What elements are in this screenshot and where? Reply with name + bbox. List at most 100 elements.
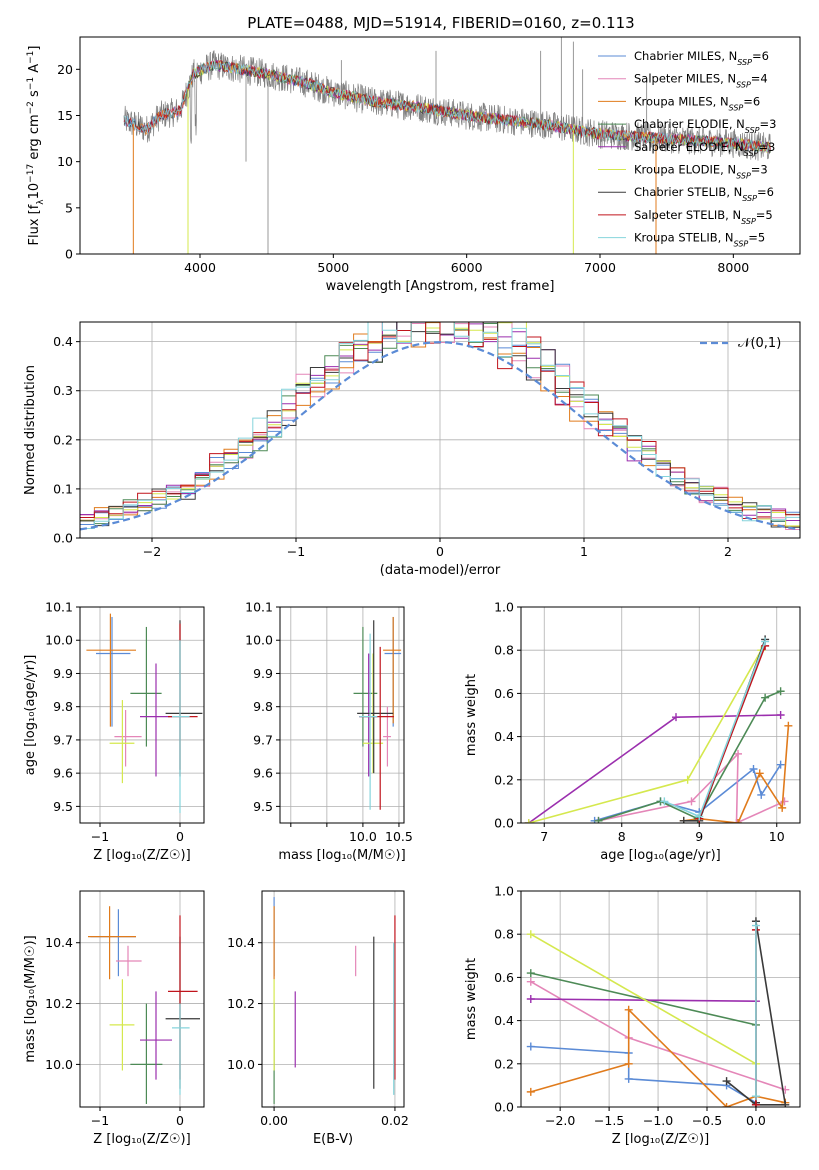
legend-label: Chabrier ELODIE, NSSP=3 — [634, 117, 776, 135]
y-tick-label: 0.6 — [494, 970, 514, 985]
residual-histogram-step — [80, 322, 800, 529]
legend-label: Salpeter MILES, NSSP=4 — [634, 72, 768, 90]
x-tick-label: −1 — [287, 544, 305, 559]
residual-histogram-step — [80, 322, 800, 530]
y-tick-label: 9.8 — [253, 699, 273, 714]
residual-histogram-step — [80, 322, 800, 525]
model-spectrum-line — [123, 59, 771, 152]
y-tick-label: 9.6 — [253, 766, 273, 781]
x-tick-label: 6000 — [451, 260, 483, 275]
y-tick-label: 0.4 — [53, 334, 73, 349]
axes-frame — [79, 36, 801, 255]
y-tick-label: 1.0 — [494, 884, 514, 899]
x-axis-label: Z [log₁₀(Z/Z☉)] — [612, 1132, 709, 1147]
y-tick-label: 9.5 — [253, 799, 273, 814]
y-axis-label-part: λ — [36, 199, 46, 205]
gaussian-reference-curve — [80, 341, 800, 531]
legend-label-suffix: =5 — [756, 208, 773, 222]
mass-vs-ebv-panel: 0.00 0.02 10.0 10.2 10.4 E(B-V) — [227, 890, 409, 1147]
plot-area — [353, 616, 402, 810]
x-axis-label: (data-model)/error — [380, 563, 501, 578]
mass-weight-marker — [776, 760, 785, 769]
x-tick-label: 1 — [580, 544, 588, 559]
x-tick-label: 10 — [769, 829, 785, 844]
mass-weight-marker — [784, 721, 793, 730]
axes-frame — [79, 321, 801, 539]
legend-label-suffix: =3 — [751, 163, 768, 177]
legend-label: Salpeter STELIB, NSSP=5 — [634, 208, 773, 226]
legend-label-subscript: SSP — [742, 194, 757, 203]
mass-weight-line — [530, 1007, 786, 1107]
axes-frame — [261, 890, 405, 1108]
y-tick-label: 0.2 — [494, 772, 514, 787]
x-tick-label: −1.5 — [594, 1113, 624, 1128]
y-tick-label: 9.9 — [53, 666, 73, 681]
mass-weight-line — [530, 1045, 757, 1105]
y-axis-label: mass [log₁₀(M/M☉)] — [23, 935, 38, 1062]
legend-label-text: Kroupa ELODIE, N — [634, 163, 736, 177]
x-tick-label: 8 — [618, 829, 626, 844]
y-axis-label-part: ] — [27, 46, 42, 51]
gaussian-legend-label: 𝒩(0,1) — [738, 336, 781, 351]
axes-frame — [279, 606, 405, 824]
y-tick-label: 9.6 — [53, 766, 73, 781]
y-axis-label-part: −2 — [26, 101, 36, 114]
y-tick-label: 0.2 — [494, 1056, 514, 1071]
mass-weight-marker — [624, 1059, 633, 1068]
mass-weight-line — [698, 645, 766, 819]
y-axis-label-part: s — [27, 90, 42, 101]
legend-label: Chabrier MILES, NSSP=6 — [634, 49, 769, 67]
x-tick-label: 9 — [695, 829, 703, 844]
mass-weight-line — [530, 998, 756, 1002]
legend-label-text: Chabrier STELIB, N — [634, 185, 742, 199]
mass-weight-marker — [776, 687, 785, 696]
mass-weight-line — [530, 933, 757, 1065]
x-tick-label: 7 — [540, 829, 548, 844]
x-tick-label: −2 — [143, 544, 161, 559]
y-tick-label: 0.2 — [53, 432, 73, 447]
mass-weight-marker — [732, 819, 741, 823]
axes-frame — [520, 890, 801, 1108]
x-axis-label: age [log₁₀(age/yr)] — [600, 848, 721, 863]
mass-weight-marker — [751, 921, 760, 930]
mass-weight-line — [528, 714, 781, 823]
y-tick-label: 15 — [57, 108, 73, 123]
mass-weight-marker — [672, 713, 680, 722]
y-axis-label-part: −1 — [26, 77, 36, 90]
legend-label: Kroupa ELODIE, NSSP=3 — [634, 163, 768, 181]
mass-weight-marker — [722, 1103, 731, 1107]
y-axis-label: Normed distribution — [23, 365, 38, 495]
mass-weight-marker — [526, 1042, 535, 1051]
plot-area — [524, 635, 793, 823]
legend-label-subscript: SSP — [736, 171, 751, 180]
y-tick-label: 0.4 — [494, 729, 514, 744]
legend-label: Salpeter ELODIE, NSSP=3 — [634, 140, 775, 158]
model-spectrum-line — [123, 60, 771, 153]
mass-weight-line — [683, 639, 766, 822]
y-tick-label: 0.4 — [494, 1013, 514, 1028]
legend-label-suffix: =6 — [743, 94, 760, 108]
y-tick-label: 10.1 — [245, 600, 273, 615]
legend-label-text: Kroupa STELIB, N — [634, 231, 734, 245]
mass-weight-marker — [526, 995, 535, 1003]
legend-label-subscript: SSP — [741, 216, 756, 225]
legend-label-text: Salpeter MILES, N — [634, 72, 736, 86]
legend-label-subscript: SSP — [734, 239, 749, 248]
y-axis-label-part: Flux [f — [27, 204, 42, 245]
mass-weight-marker — [751, 1100, 760, 1107]
x-tick-label: −1 — [91, 829, 109, 844]
x-tick-label: 2 — [724, 544, 732, 559]
mass-weight-marker — [683, 775, 692, 784]
mass-weight-marker — [624, 1005, 633, 1014]
y-axis-label: mass weight — [464, 674, 479, 756]
axes-frame — [520, 606, 801, 824]
age-vs-metallicity-panel: −1 0 9.5 9.6 9.7 9.8 9.9 10.0 10.1 Z [log₁₀(Z/Z☉)… — [23, 600, 205, 863]
mass-weight-marker — [687, 797, 696, 806]
legend-label-suffix: =3 — [760, 117, 777, 131]
plot-area — [123, 37, 772, 254]
y-axis-label-part: −17 — [26, 164, 36, 183]
x-tick-label: 0 — [176, 829, 184, 844]
residual-histogram-panel: −2 −1 0 1 2 0.0 0.1 0.2 0.3 0.4 (data-model)/error… — [23, 321, 801, 578]
x-tick-label: 0.02 — [381, 1113, 409, 1128]
x-tick-label: 10.0 — [349, 829, 377, 844]
